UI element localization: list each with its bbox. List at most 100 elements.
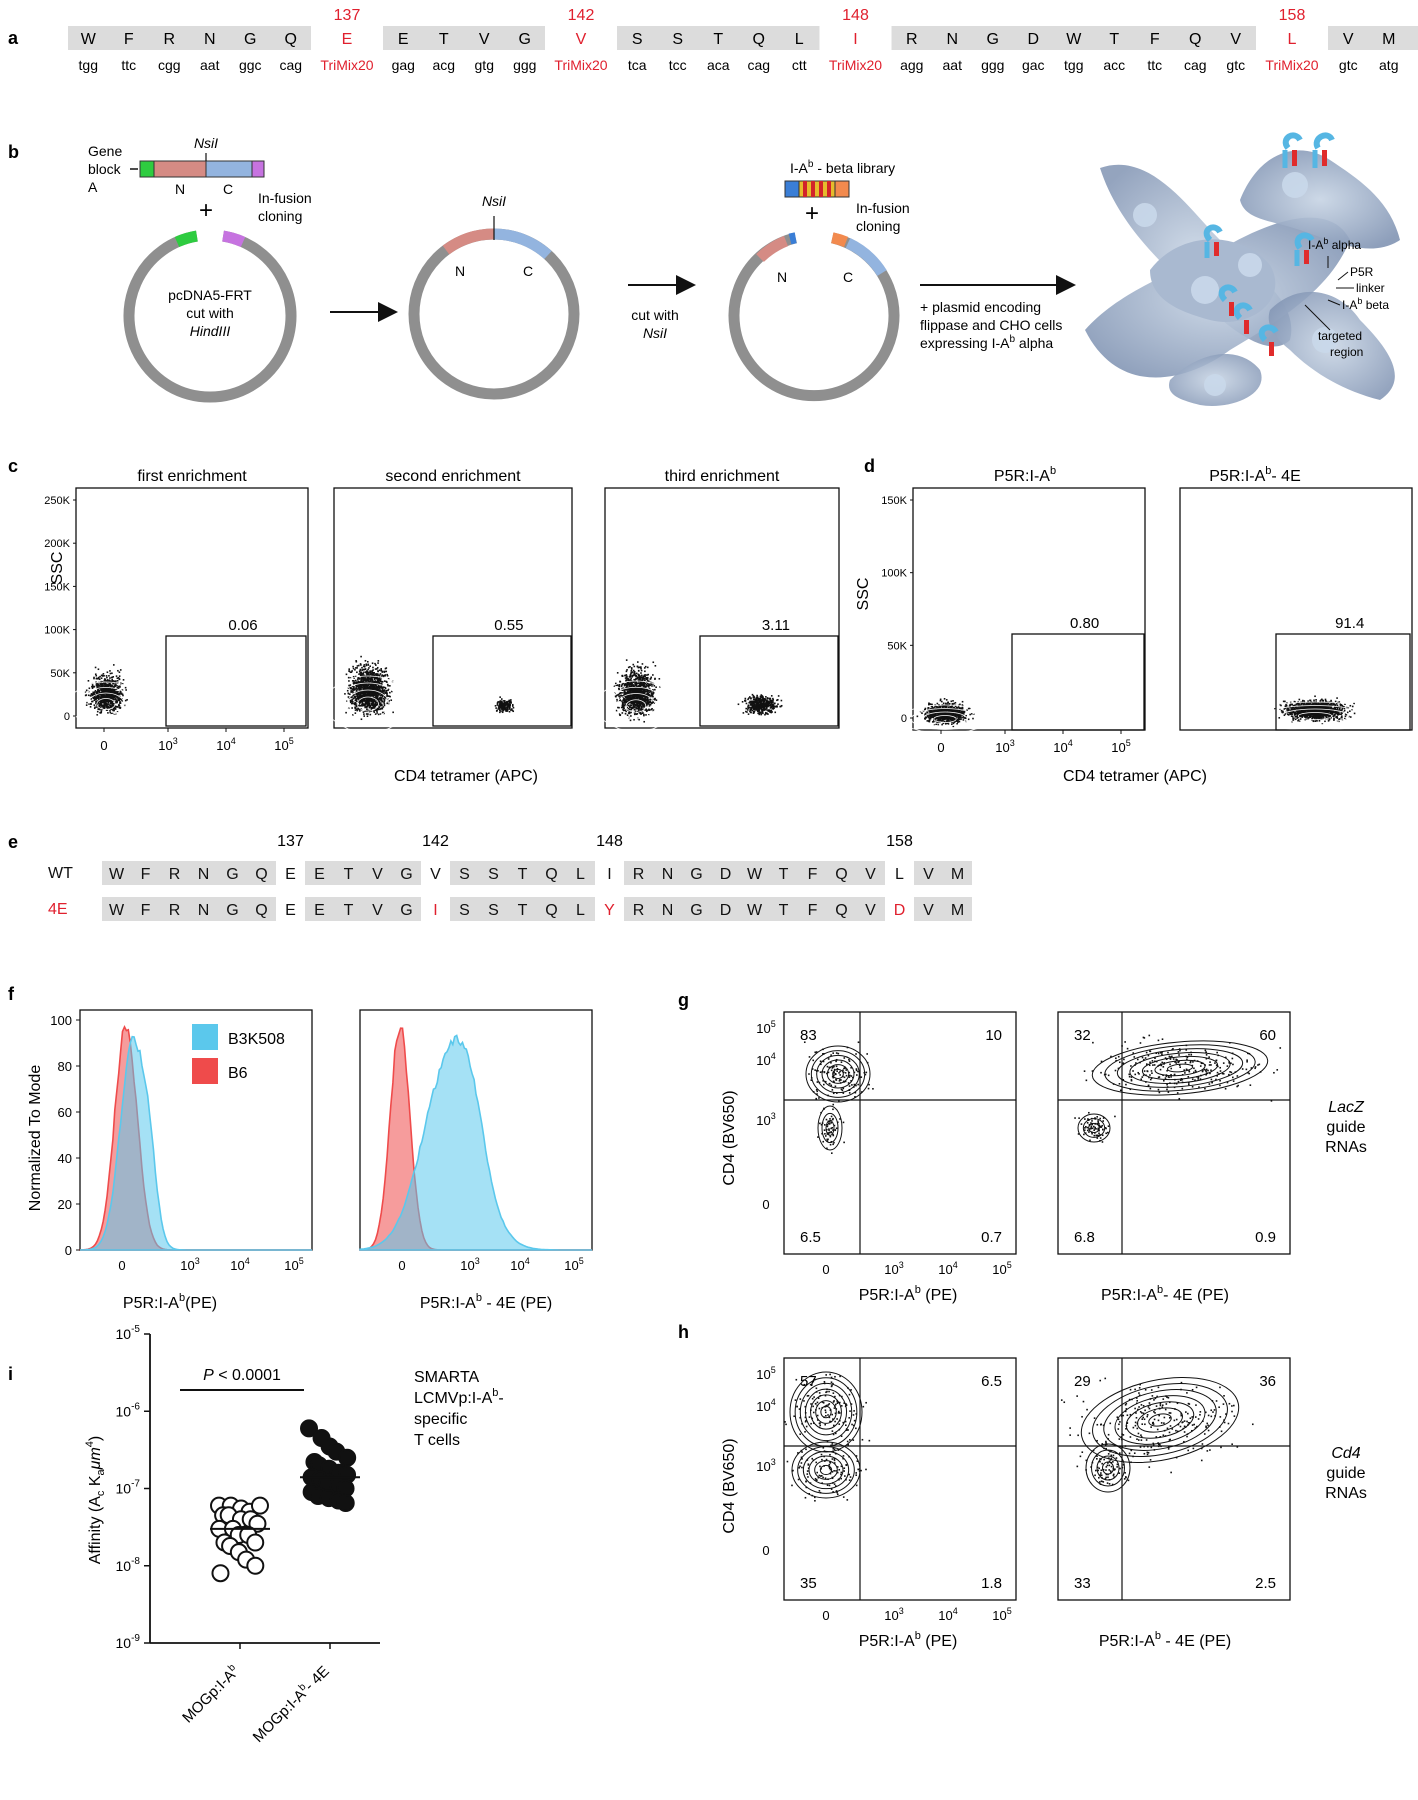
- event-dot: [363, 715, 366, 717]
- event-dot: [367, 713, 369, 715]
- event-dot: [630, 704, 633, 707]
- event-dot: [648, 705, 651, 707]
- event-dot: [946, 709, 948, 712]
- event-dot: [623, 689, 626, 692]
- event-dot: [374, 662, 376, 665]
- event-dot: [122, 679, 125, 681]
- event-dot: [640, 694, 643, 697]
- event-dot: [506, 702, 509, 704]
- event-dot: [381, 690, 383, 693]
- amino-acid: F: [1150, 31, 1160, 48]
- event-dot: [628, 695, 631, 698]
- event-dot: [364, 659, 367, 662]
- event-dot: [749, 700, 751, 703]
- event-dot: [747, 704, 750, 707]
- event-dot: [352, 694, 354, 697]
- event-dot: [921, 712, 923, 715]
- event-dot: [370, 692, 372, 695]
- event-dot: [117, 687, 120, 689]
- event-dot: [749, 706, 751, 709]
- event-dot: [933, 716, 936, 718]
- event-dot: [359, 689, 361, 691]
- event-dot: [638, 700, 640, 702]
- event-dot: [937, 712, 939, 715]
- event-dot: [936, 707, 938, 709]
- event-dot: [111, 689, 114, 692]
- event-dot: [627, 695, 629, 697]
- event-dot: [364, 686, 366, 688]
- event-dot: [355, 681, 357, 683]
- event-dot: [373, 676, 375, 678]
- event-dot: [109, 704, 112, 707]
- event-dot: [618, 713, 621, 715]
- event-dot: [767, 704, 770, 707]
- event-dot: [635, 691, 637, 694]
- event-dot: [638, 709, 640, 711]
- event-dot: [753, 700, 755, 702]
- event-dot: [510, 699, 512, 701]
- event-dot: [750, 711, 752, 714]
- event-dot: [94, 666, 97, 669]
- step-label-3: expressing I-Ab alpha: [920, 334, 1053, 351]
- event-dot: [375, 683, 377, 686]
- event-dot: [643, 706, 645, 708]
- event-dot: [646, 676, 649, 679]
- event-dot: [939, 699, 942, 702]
- event-dot: [615, 709, 618, 712]
- event-dot: [958, 709, 960, 711]
- event-dot: [929, 703, 931, 705]
- event-dot: [500, 701, 502, 703]
- contour-line: [87, 692, 125, 716]
- event-dot: [366, 673, 368, 675]
- event-dot: [100, 708, 103, 711]
- event-dot: [84, 694, 87, 697]
- event-dot: [349, 687, 352, 690]
- event-dot: [766, 709, 768, 711]
- event-dot: [370, 687, 373, 690]
- event-dot: [770, 705, 773, 708]
- event-dot: [370, 683, 372, 686]
- codon: acg: [432, 57, 455, 73]
- event-dot: [119, 690, 122, 693]
- event-dot: [91, 700, 94, 703]
- event-dot: [954, 705, 957, 708]
- event-dot: [375, 703, 378, 706]
- event-dot: [357, 707, 359, 710]
- event-dot: [957, 706, 960, 708]
- event-dot: [769, 703, 772, 706]
- event-dot: [362, 695, 365, 697]
- event-dot: [629, 679, 632, 681]
- event-dot: [643, 690, 646, 693]
- event-dot: [621, 675, 624, 677]
- event-dot: [627, 694, 629, 696]
- event-dot: [509, 704, 511, 707]
- event-dot: [650, 692, 653, 694]
- event-dot: [955, 710, 957, 713]
- gene-block-label-1: Gene: [88, 143, 122, 159]
- event-dot: [378, 687, 381, 690]
- event-dot: [109, 695, 112, 698]
- event-dot: [384, 686, 386, 688]
- event-dot: [648, 694, 651, 696]
- event-dot: [505, 707, 507, 709]
- event-dot: [379, 703, 382, 706]
- event-dot: [629, 696, 632, 699]
- event-dot: [937, 724, 940, 726]
- event-dot: [90, 703, 92, 705]
- event-dot: [391, 690, 393, 693]
- event-dot: [948, 713, 950, 716]
- event-dot: [622, 708, 624, 711]
- amino-acid: V: [479, 31, 490, 48]
- event-dot: [648, 703, 651, 705]
- cell-label-linker: linker: [1356, 281, 1385, 295]
- amino-acid: E: [398, 31, 409, 48]
- event-dot: [362, 693, 364, 696]
- cell-label-alpha: I-Ab alpha: [1308, 236, 1361, 252]
- event-dot: [652, 689, 654, 691]
- event-dot: [99, 712, 102, 714]
- event-dot: [379, 713, 382, 715]
- event-dot: [931, 703, 933, 706]
- plot-frame: [912, 487, 1146, 731]
- event-dot: [95, 696, 98, 698]
- event-dot: [624, 688, 627, 691]
